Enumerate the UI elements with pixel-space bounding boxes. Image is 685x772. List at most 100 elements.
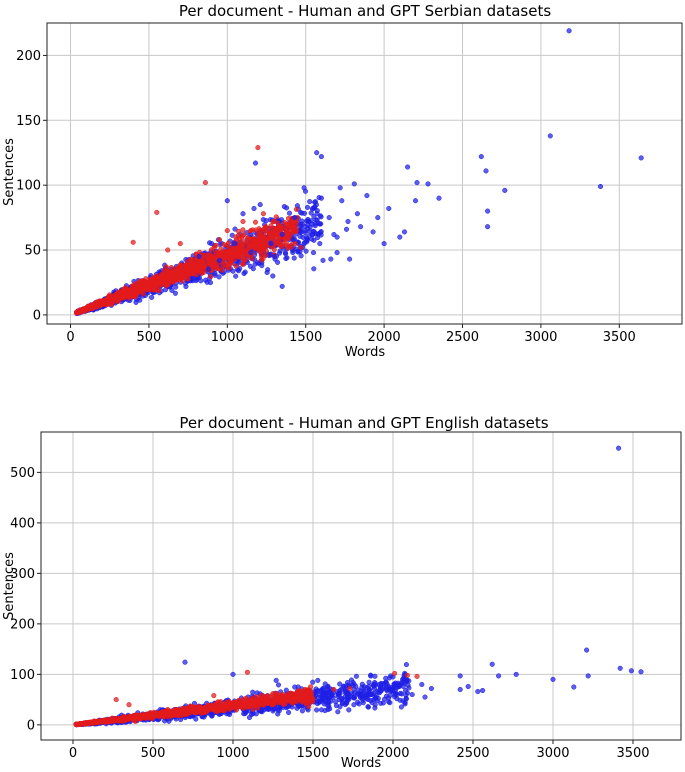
red-point	[260, 211, 266, 217]
red-point	[287, 243, 293, 249]
red-point	[158, 280, 164, 286]
blue-point	[286, 210, 293, 216]
blue-point	[196, 253, 202, 260]
red-point	[290, 224, 296, 230]
y-tick-label: 200	[16, 49, 41, 64]
red-point	[224, 252, 230, 258]
blue-point	[335, 709, 341, 715]
blue-point	[401, 229, 408, 235]
red-point	[238, 255, 244, 261]
blue-point	[354, 691, 360, 697]
red-point	[211, 245, 217, 251]
blue-point	[303, 248, 309, 254]
red-point	[145, 280, 151, 286]
red-point	[165, 275, 171, 281]
x-tick-label: 2500	[446, 330, 479, 345]
blue-point	[397, 234, 403, 240]
blue-point	[351, 702, 357, 708]
blue-point	[314, 150, 320, 156]
red-point	[168, 264, 174, 271]
blue-point	[316, 694, 322, 700]
blue-point	[403, 692, 409, 698]
red-point	[287, 231, 293, 238]
blue-point	[259, 263, 265, 269]
blue-point	[209, 241, 215, 247]
blue-point	[386, 205, 392, 212]
blue-point	[224, 198, 230, 204]
blue-point	[343, 226, 350, 232]
red-point	[191, 265, 197, 271]
red-point	[210, 265, 216, 271]
blue-point	[311, 237, 317, 243]
red-point	[293, 206, 299, 212]
blue-point	[295, 248, 301, 254]
blue-point	[172, 290, 178, 296]
blue-point	[304, 236, 310, 242]
red-point	[225, 240, 232, 246]
red-point	[208, 258, 214, 265]
blue-point	[286, 709, 292, 716]
red-point	[271, 218, 277, 225]
red-point	[264, 243, 270, 249]
blue-point	[311, 266, 317, 272]
blue-point	[347, 256, 353, 262]
blue-point	[270, 273, 276, 279]
red-point	[202, 180, 208, 186]
blue-point	[279, 231, 285, 238]
blue-point	[240, 211, 246, 217]
chart-title: Per document - Human and GPT English dat…	[179, 414, 548, 432]
blue-point	[308, 210, 314, 216]
blue-point	[405, 164, 411, 170]
red-point	[140, 279, 146, 285]
x-tick-label: 500	[136, 330, 161, 345]
red-point	[256, 247, 262, 253]
blue-point	[133, 299, 139, 305]
blue-point	[250, 266, 256, 272]
blue-point	[318, 195, 324, 201]
blue-point	[485, 208, 491, 214]
red-point	[263, 252, 269, 258]
blue-point	[301, 185, 307, 191]
blue-point	[277, 248, 283, 254]
red-point	[279, 224, 285, 230]
blue-point	[268, 241, 274, 247]
blue-point	[275, 682, 282, 688]
blue-point	[329, 693, 335, 699]
blue-point	[237, 266, 243, 272]
blue-point	[478, 154, 484, 160]
blue-point	[386, 695, 392, 701]
blue-point	[310, 679, 316, 685]
blue-point	[291, 255, 297, 261]
red-point	[240, 227, 246, 233]
blue-point	[358, 224, 364, 230]
blue-point	[337, 687, 343, 694]
blue-point	[252, 160, 259, 166]
red-point	[264, 238, 270, 244]
red-point	[171, 274, 177, 280]
red-point	[208, 273, 214, 280]
blue-point	[331, 231, 337, 238]
blue-point	[380, 700, 386, 706]
blue-point	[241, 711, 247, 717]
blue-point	[325, 684, 331, 690]
blue-point	[320, 257, 326, 263]
blue-point	[315, 234, 321, 241]
y-axis-label: Sentences	[2, 138, 17, 206]
blue-point	[398, 704, 404, 710]
red-point	[197, 249, 203, 255]
red-point	[273, 214, 279, 220]
red-point	[279, 241, 285, 247]
blue-point	[406, 685, 412, 691]
blue-point	[298, 210, 304, 216]
blue-point	[436, 195, 442, 201]
red-point	[200, 266, 206, 272]
red-point	[216, 237, 223, 243]
red-point	[156, 288, 162, 294]
blue-point	[276, 708, 282, 714]
y-tick-label: 50	[24, 244, 41, 259]
blue-point	[351, 181, 357, 187]
red-point	[165, 247, 171, 253]
blue-point	[346, 707, 352, 713]
red-point	[95, 301, 101, 307]
